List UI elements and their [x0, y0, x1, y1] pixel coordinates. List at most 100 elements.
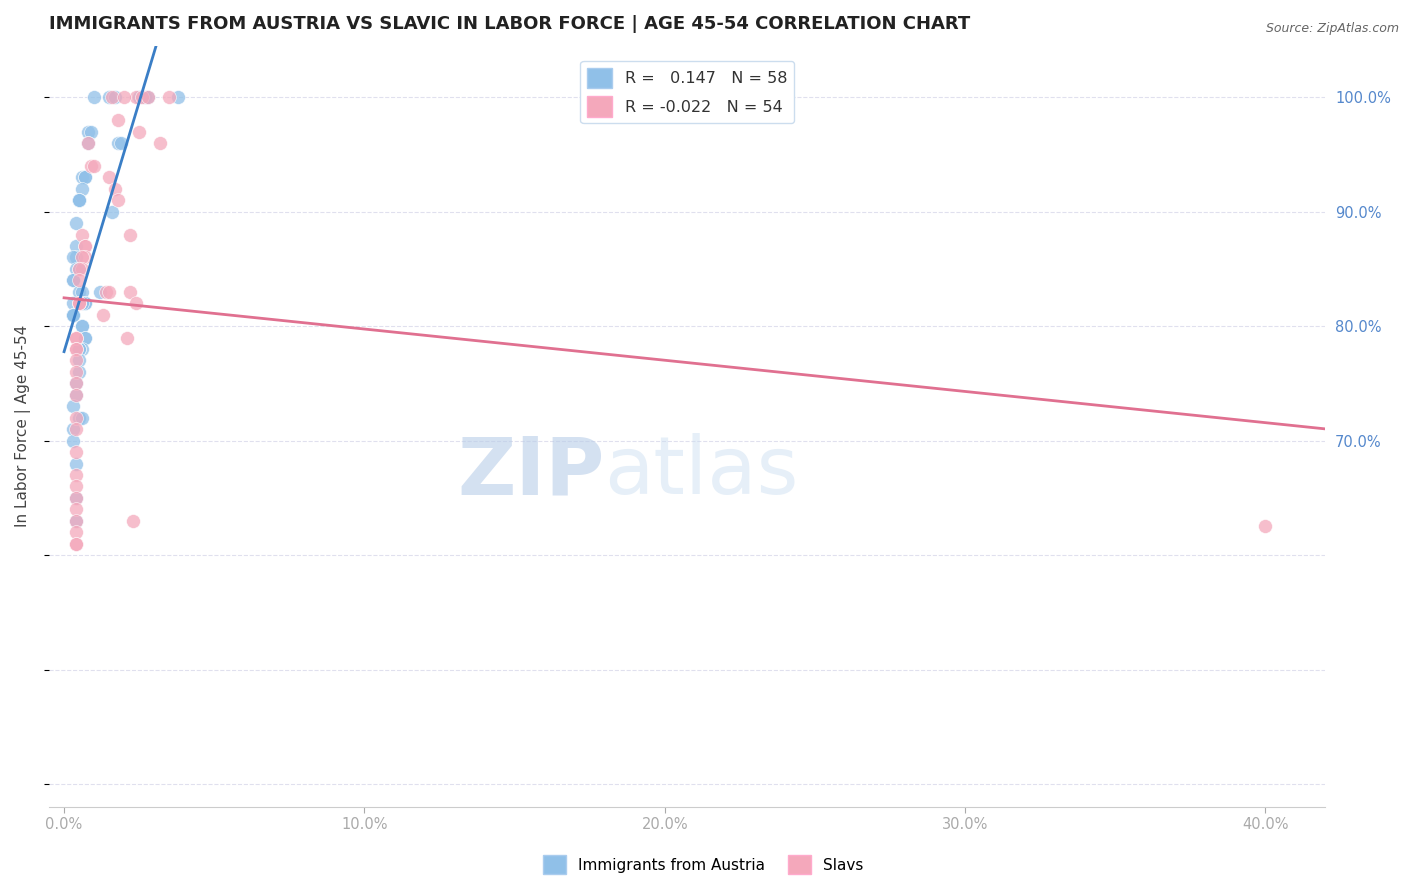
Point	[65, 467, 87, 482]
Point	[65, 342, 87, 356]
Point	[67, 342, 90, 356]
Point	[67, 193, 90, 207]
Point	[70, 342, 93, 356]
Point	[98, 90, 121, 104]
Point	[65, 491, 87, 505]
Point	[83, 90, 105, 104]
Point	[65, 422, 87, 436]
Point	[62, 399, 84, 413]
Point	[62, 434, 84, 448]
Point	[65, 525, 87, 540]
Point	[67, 410, 90, 425]
Point	[65, 342, 87, 356]
Point	[62, 251, 84, 265]
Point	[70, 182, 93, 196]
Point	[75, 330, 97, 344]
Legend: R =   0.147   N = 58, R = -0.022   N = 54: R = 0.147 N = 58, R = -0.022 N = 54	[581, 62, 794, 123]
Point	[67, 193, 90, 207]
Point	[65, 251, 87, 265]
Point	[75, 239, 97, 253]
Point	[65, 410, 87, 425]
Legend: Immigrants from Austria, Slavs: Immigrants from Austria, Slavs	[537, 849, 869, 880]
Point	[62, 273, 84, 287]
Point	[107, 113, 129, 128]
Y-axis label: In Labor Force | Age 45-54: In Labor Force | Age 45-54	[15, 326, 31, 527]
Point	[104, 90, 127, 104]
Point	[131, 90, 153, 104]
Point	[80, 159, 103, 173]
Point	[67, 285, 90, 299]
Point	[89, 285, 111, 299]
Point	[65, 502, 87, 516]
Point	[128, 124, 150, 138]
Point	[128, 90, 150, 104]
Point	[98, 285, 121, 299]
Text: IMMIGRANTS FROM AUSTRIA VS SLAVIC IN LABOR FORCE | AGE 45-54 CORRELATION CHART: IMMIGRANTS FROM AUSTRIA VS SLAVIC IN LAB…	[49, 15, 970, 33]
Point	[112, 90, 135, 104]
Point	[157, 90, 180, 104]
Point	[77, 136, 100, 150]
Point	[65, 536, 87, 550]
Point	[62, 422, 84, 436]
Point	[167, 90, 190, 104]
Point	[91, 308, 114, 322]
Point	[67, 296, 90, 310]
Point	[67, 261, 90, 276]
Point	[75, 296, 97, 310]
Point	[75, 330, 97, 344]
Point	[134, 90, 156, 104]
Point	[115, 330, 138, 344]
Point	[120, 285, 142, 299]
Point	[65, 330, 87, 344]
Point	[65, 261, 87, 276]
Point	[122, 514, 145, 528]
Point	[67, 193, 90, 207]
Point	[65, 479, 87, 493]
Point	[65, 330, 87, 344]
Point	[136, 90, 159, 104]
Point	[65, 445, 87, 459]
Point	[107, 136, 129, 150]
Point	[62, 308, 84, 322]
Point	[67, 273, 90, 287]
Point	[62, 308, 84, 322]
Point	[62, 296, 84, 310]
Point	[75, 251, 97, 265]
Point	[125, 296, 148, 310]
Point	[77, 124, 100, 138]
Text: Source: ZipAtlas.com: Source: ZipAtlas.com	[1265, 22, 1399, 36]
Point	[104, 182, 127, 196]
Point	[65, 388, 87, 402]
Text: ZIP: ZIP	[457, 433, 605, 511]
Point	[101, 204, 124, 219]
Point	[65, 353, 87, 368]
Point	[70, 319, 93, 334]
Point	[70, 170, 93, 185]
Point	[1254, 519, 1277, 533]
Point	[70, 227, 93, 242]
Point	[70, 410, 93, 425]
Point	[136, 90, 159, 104]
Point	[65, 514, 87, 528]
Point	[125, 90, 148, 104]
Point	[67, 261, 90, 276]
Point	[62, 308, 84, 322]
Point	[75, 170, 97, 185]
Point	[98, 170, 121, 185]
Point	[101, 90, 124, 104]
Point	[65, 376, 87, 391]
Point	[67, 342, 90, 356]
Point	[65, 376, 87, 391]
Point	[83, 159, 105, 173]
Point	[70, 261, 93, 276]
Point	[65, 365, 87, 379]
Point	[120, 227, 142, 242]
Point	[80, 124, 103, 138]
Point	[62, 308, 84, 322]
Point	[110, 136, 132, 150]
Point	[65, 388, 87, 402]
Point	[65, 514, 87, 528]
Point	[75, 170, 97, 185]
Point	[70, 296, 93, 310]
Point	[75, 239, 97, 253]
